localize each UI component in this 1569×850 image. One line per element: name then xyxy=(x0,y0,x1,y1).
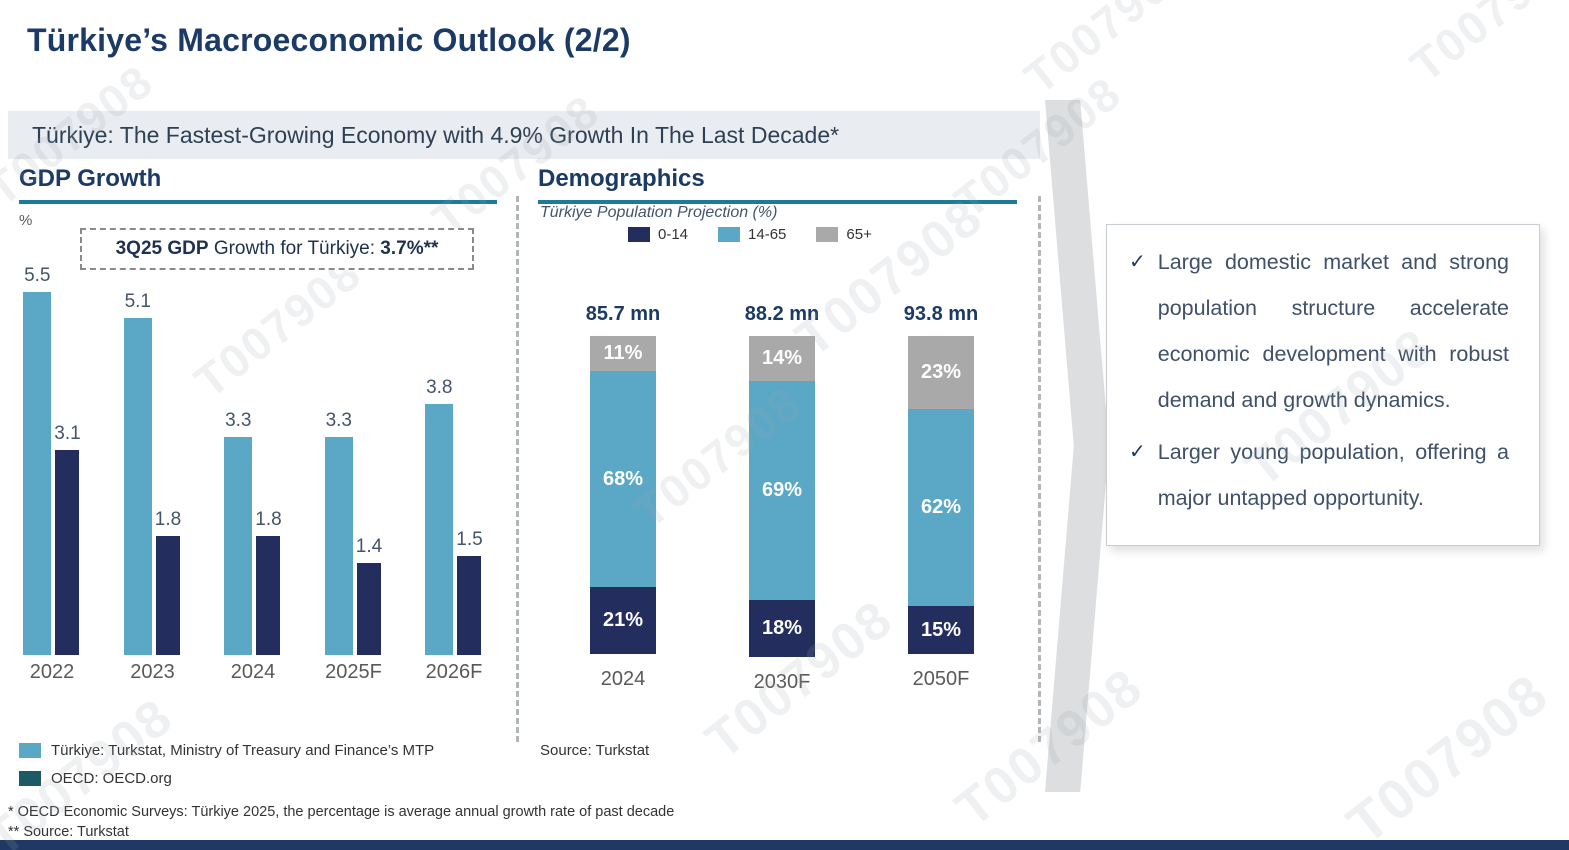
insight-text: Large domestic market and strong populat… xyxy=(1157,250,1509,412)
bar-value-label: 3.3 xyxy=(225,410,252,432)
bar-value-label: 1.8 xyxy=(255,509,282,531)
gdp-callout: 3Q25 GDP Growth for Türkiye: 3.7%** xyxy=(80,228,474,270)
gdp-category-label: 2022 xyxy=(29,660,75,683)
gdp-bar-turkiye xyxy=(123,318,152,655)
demographics-bar-group: 85.7 mn 11% 68% 21% 2024 xyxy=(586,303,660,694)
gdp-bar-turkiye xyxy=(224,437,253,655)
callout-middle: Growth for Türkiye: xyxy=(208,238,381,259)
demographics-bar-group: 93.8 mn 23% 62% 15% 2050F xyxy=(904,303,978,694)
gdp-bar-oecd xyxy=(55,450,80,655)
bar-value-label: 3.3 xyxy=(325,410,352,432)
callout-value: 3.7%** xyxy=(380,238,439,259)
legend-label-turkiye: Türkiye: Turkstat, Ministry of Treasury … xyxy=(51,742,435,759)
banner: Türkiye: The Fastest-Growing Economy wit… xyxy=(8,111,1040,159)
gdp-chart: 5.5 3.1 2022 5.1 1.8 2023 3.3 1.8 2024 3.3 1.4 2025… xyxy=(19,255,499,689)
gdp-bar-turkiye xyxy=(23,292,52,655)
legend-item-age-65-plus: 65+ xyxy=(816,226,872,243)
demo-segment-age-65-plus: 14% xyxy=(749,336,815,381)
demographics-category-label: 2024 xyxy=(600,667,646,690)
demo-segment-age-65-plus: 11% xyxy=(590,336,656,371)
gdp-bar-oecd xyxy=(457,556,482,655)
age-14-65-swatch xyxy=(718,227,741,242)
gdp-category-label: 2026F xyxy=(425,660,483,683)
bar-value-label: 3.1 xyxy=(54,423,81,445)
footnote-oecd: * OECD Economic Surveys: Türkiye 2025, t… xyxy=(8,804,675,820)
demo-segment-age-14-65: 62% xyxy=(908,409,974,607)
legend-item-oecd: OECD: OECD.org xyxy=(19,770,434,787)
demo-segment-age-0-14: 15% xyxy=(908,606,974,654)
legend-item-turkiye: Türkiye: Turkstat, Ministry of Treasury … xyxy=(19,742,434,759)
demographics-category-label: 2050F xyxy=(912,667,970,690)
legend-label-oecd: OECD: OECD.org xyxy=(51,770,172,787)
gdp-category-label: 2025F xyxy=(325,660,382,683)
demographics-category-label: 2030F xyxy=(753,671,811,694)
gdp-section-heading: GDP Growth xyxy=(19,165,497,204)
gdp-heading-text: GDP Growth xyxy=(19,165,162,192)
divider-dashed-left xyxy=(516,196,519,742)
demo-segment-age-14-65: 68% xyxy=(590,370,656,588)
gdp-bar-turkiye xyxy=(425,404,454,655)
gdp-bar-turkiye xyxy=(324,437,353,655)
legend-item-age-14-65: 14-65 xyxy=(718,226,786,243)
oecd-swatch xyxy=(19,771,41,786)
bar-value-label: 1.5 xyxy=(456,529,483,550)
gdp-bar-group: 3.3 1.4 2025F xyxy=(323,255,385,689)
population-total-label: 88.2 mn xyxy=(744,303,820,325)
bar-value-label: 3.8 xyxy=(426,377,453,399)
bar-value-label: 1.4 xyxy=(355,535,383,557)
bottom-bar xyxy=(0,840,1569,850)
bar-value-label: 5.1 xyxy=(124,291,151,313)
gdp-bar-oecd xyxy=(155,536,180,655)
legend-label-age-65-plus: 65+ xyxy=(846,226,872,243)
age-65-plus-swatch xyxy=(816,227,839,242)
demographics-legend: 0-14 14-65 65+ xyxy=(628,226,872,243)
slide-title: Türkiye’s Macroeconomic Outlook (2/2) xyxy=(27,22,631,58)
bar-value-label: 1.8 xyxy=(154,509,182,531)
insights-box: ✓ Large domestic market and strong popul… xyxy=(1106,224,1540,546)
population-total-label: 85.7 mn xyxy=(585,303,661,325)
demographics-source: Source: Turkstat xyxy=(540,742,650,759)
insight-text: Larger young population, offering a majo… xyxy=(1157,440,1509,510)
transition-arrow xyxy=(1045,100,1109,792)
insight-item: ✓ Larger young population, offering a ma… xyxy=(1129,429,1509,521)
watermark-text: T007908 xyxy=(1014,0,1201,104)
demographics-subtitle: Türkiye Population Projection (%) xyxy=(540,204,778,221)
bar-value-label: 5.5 xyxy=(24,265,51,286)
banner-text: Türkiye: The Fastest-Growing Economy wit… xyxy=(32,121,840,148)
check-icon: ✓ xyxy=(1129,251,1146,273)
demographics-heading-text: Demographics xyxy=(538,165,705,192)
check-icon: ✓ xyxy=(1129,441,1146,463)
gdp-category-label: 2023 xyxy=(130,660,175,683)
callout-prefix: 3Q25 GDP xyxy=(115,238,209,259)
demo-segment-age-0-14: 18% xyxy=(749,599,815,658)
footnote-source: ** Source: Turkstat xyxy=(8,823,129,840)
gdp-bar-group: 5.5 3.1 2022 xyxy=(21,255,83,689)
gdp-bar-oecd xyxy=(356,562,381,655)
gdp-legend: Türkiye: Turkstat, Ministry of Treasury … xyxy=(19,742,434,787)
demo-segment-age-14-65: 69% xyxy=(749,380,815,600)
gdp-bar-oecd xyxy=(256,536,281,655)
insight-item: ✓ Large domestic market and strong popul… xyxy=(1129,239,1509,423)
divider-dashed-right xyxy=(1038,196,1041,742)
demo-segment-age-65-plus: 23% xyxy=(908,336,974,410)
gdp-category-label: 2024 xyxy=(230,660,276,683)
watermark-text: T007908 xyxy=(1400,0,1569,92)
age-0-14-swatch xyxy=(628,227,650,242)
demo-segment-age-0-14: 21% xyxy=(590,587,656,654)
legend-label-age-0-14: 0-14 xyxy=(658,226,689,243)
legend-label-age-14-65: 14-65 xyxy=(748,226,787,243)
gdp-bar-group: 5.1 1.8 2023 xyxy=(122,255,184,689)
population-total-label: 93.8 mn xyxy=(903,303,979,325)
demographics-bar-group: 88.2 mn 14% 69% 18% 2030F xyxy=(745,303,819,694)
gdp-unit-label: % xyxy=(19,212,33,229)
turkiye-swatch xyxy=(19,743,41,758)
watermark-text: T007908 xyxy=(1335,661,1560,850)
gdp-bar-group: 3.3 1.8 2024 xyxy=(222,255,284,689)
demographics-chart: 85.7 mn 11% 68% 21% 2024 88.2 mn 14% 69% 18% 2030… xyxy=(540,303,1018,694)
legend-item-age-0-14: 0-14 xyxy=(628,226,688,243)
demographics-section-heading: Demographics xyxy=(538,165,1017,204)
gdp-bar-group: 3.8 1.5 2026F xyxy=(423,255,485,689)
footnotes: * OECD Economic Surveys: Türkiye 2025, t… xyxy=(8,803,674,842)
